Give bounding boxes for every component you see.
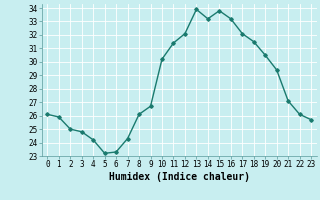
X-axis label: Humidex (Indice chaleur): Humidex (Indice chaleur)	[109, 172, 250, 182]
